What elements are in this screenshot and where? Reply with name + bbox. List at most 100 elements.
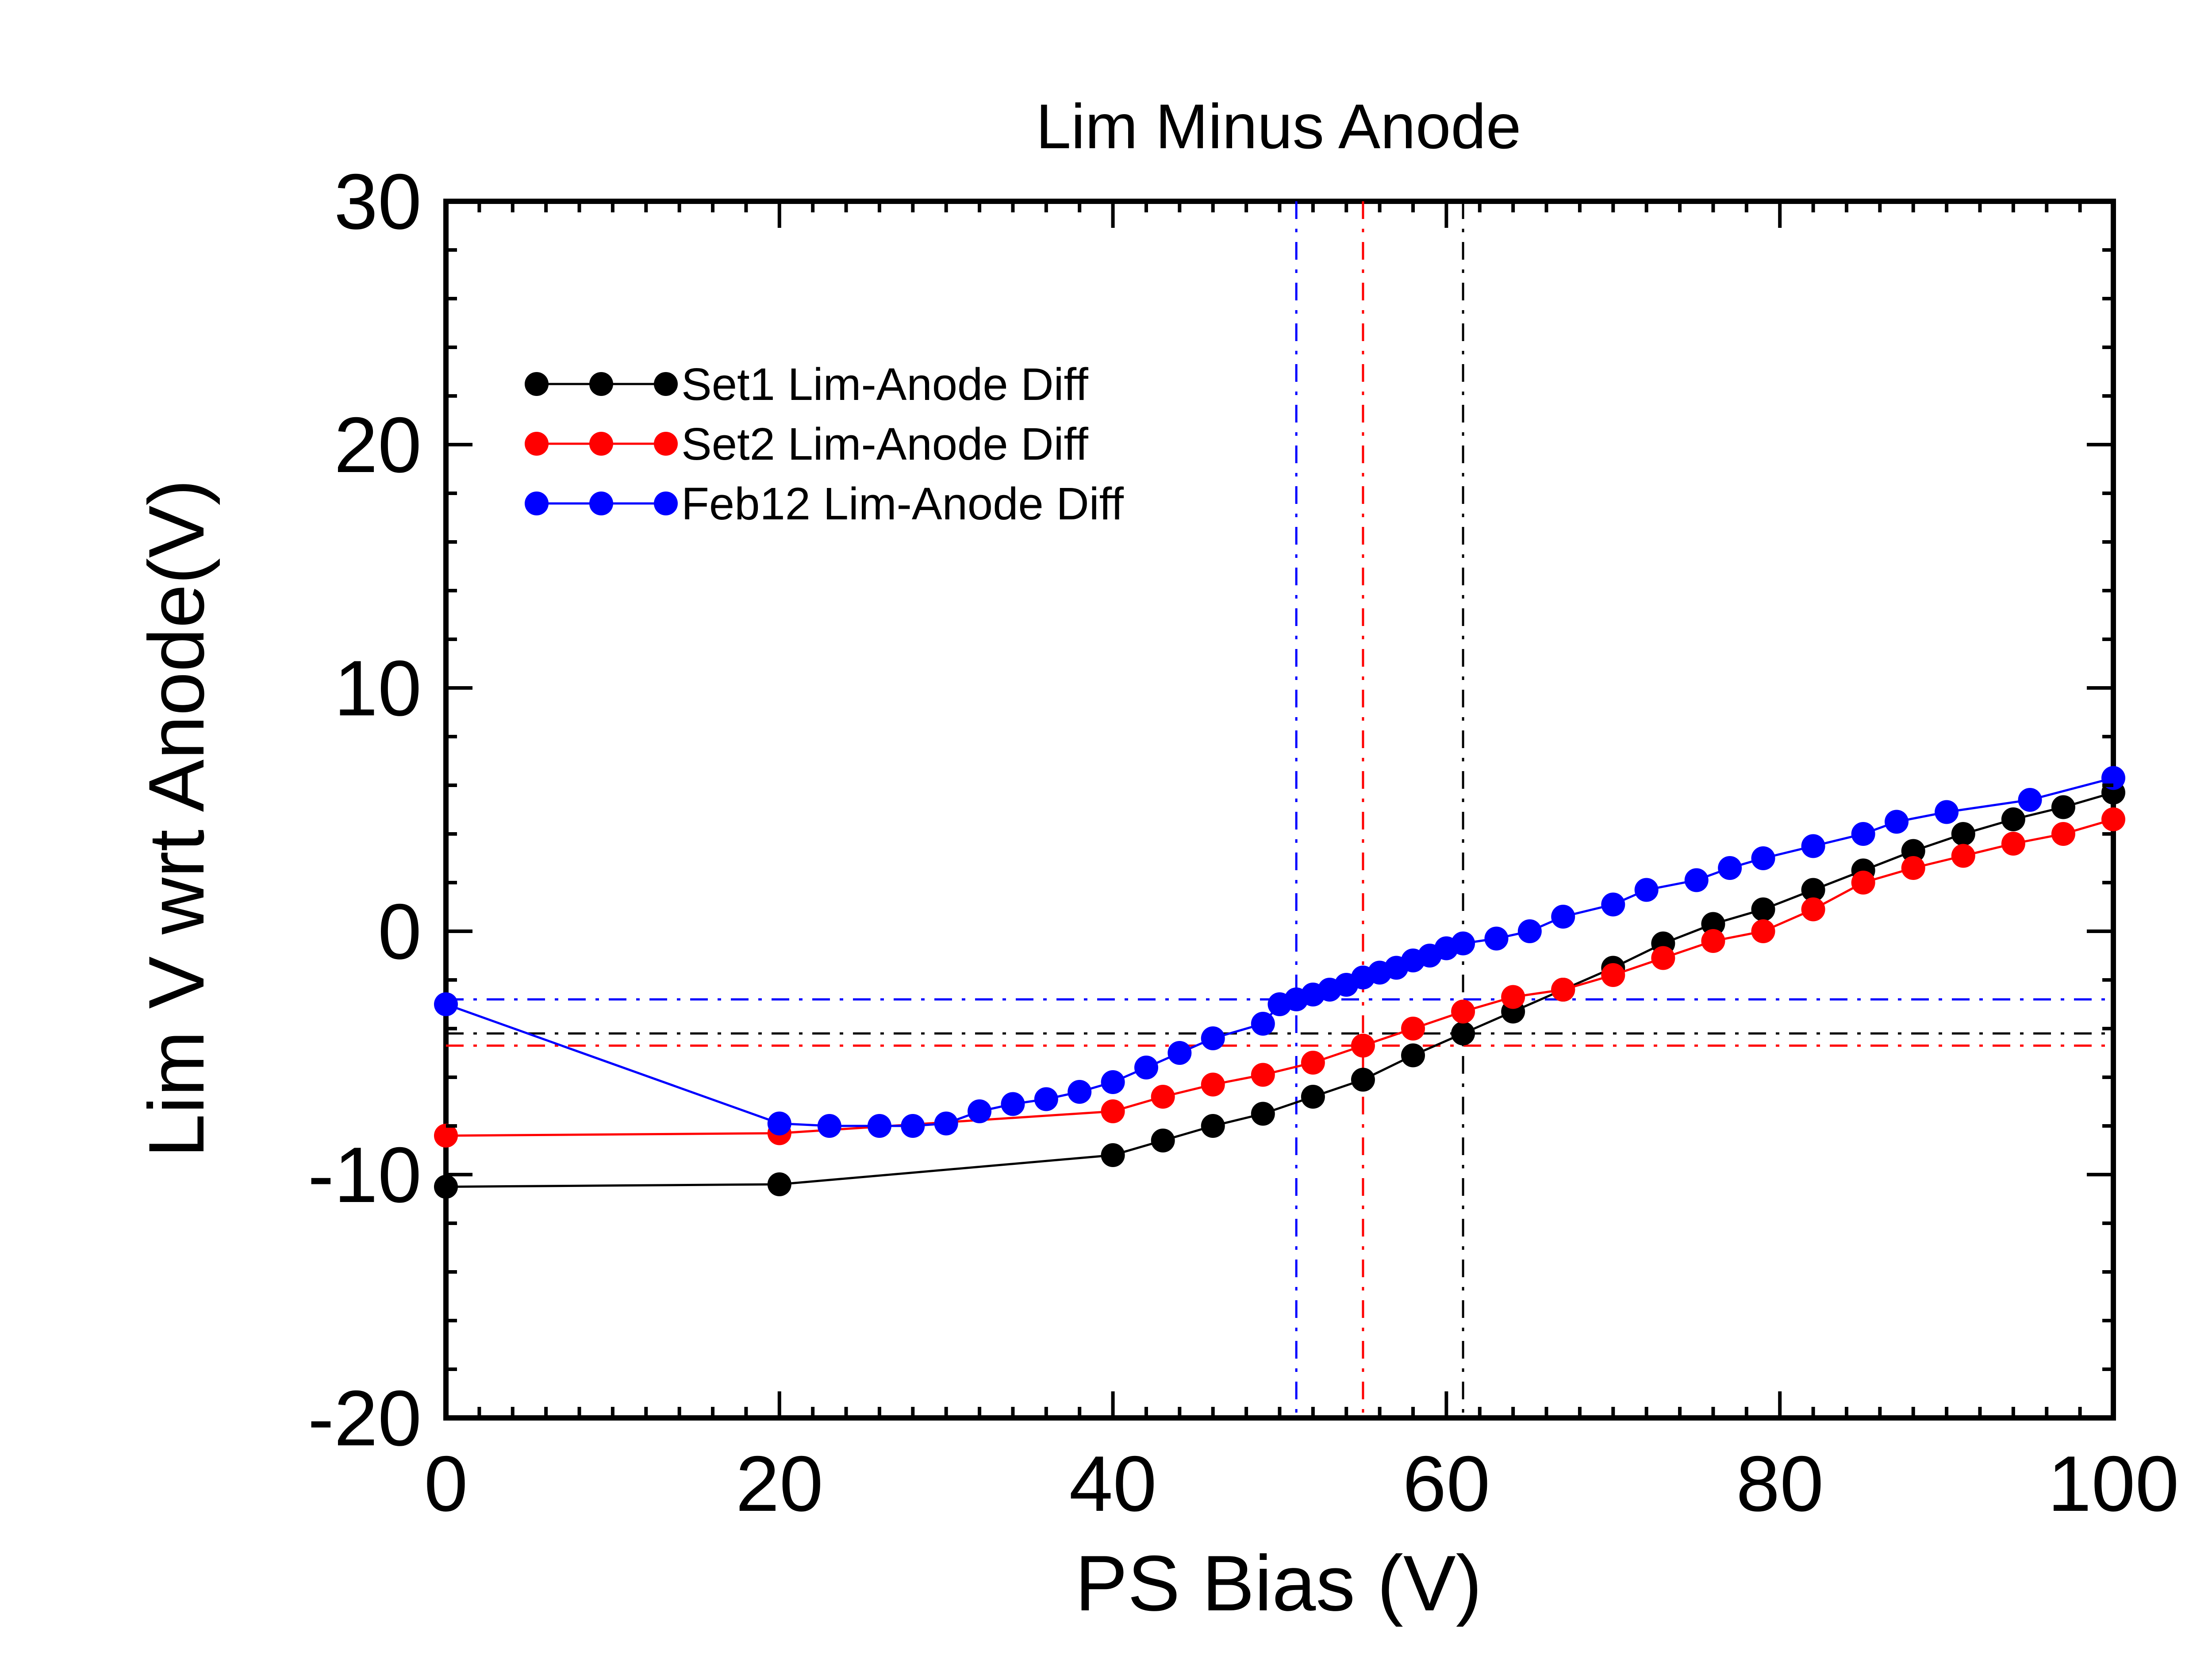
legend-label: Feb12 Lim-Anode Diff [681,478,1124,529]
legend-marker [589,372,613,396]
data-point [1701,929,1725,953]
data-point [767,1111,791,1136]
y-tick-label: -10 [308,1131,422,1219]
data-point [1551,905,1575,929]
legend-marker [525,492,549,515]
x-axis-title: PS Bias (V) [1075,1539,1482,1627]
data-point [1451,931,1475,956]
data-point [1484,926,1509,951]
data-point [2018,788,2042,812]
data-point [1351,1068,1375,1092]
x-tick-label: 0 [424,1440,468,1528]
crosshair-layer [446,201,2113,1418]
data-point [767,1172,791,1196]
series-layer [434,766,2125,1199]
data-point [1751,897,1775,922]
data-point [1634,878,1659,902]
legend: Set1 Lim-Anode Diff Set2 Lim-Anode Diff Fe… [525,359,1124,529]
data-point [1001,1092,1025,1116]
data-point [1951,844,1975,868]
data-point [1601,963,1625,987]
data-point [1167,1041,1192,1065]
x-tick-label: 40 [1069,1440,1157,1528]
legend-marker [525,432,549,456]
legend-marker [654,492,678,515]
legend-marker [589,432,613,456]
legend-label: Set2 Lim-Anode Diff [681,419,1088,469]
data-point [1201,1026,1225,1050]
data-point [1651,946,1675,970]
data-point [2051,822,2075,846]
data-point [867,1114,891,1138]
data-point [1101,1143,1125,1167]
tick-layer: 0 20 40 60 80 100 -20 -10 0 10 20 30 [308,157,2179,1528]
data-point [1801,897,1825,922]
data-point [434,1124,458,1148]
data-point [1201,1072,1225,1097]
data-point [1851,871,1875,895]
x-tick-label: 60 [1402,1440,1490,1528]
legend-marker [654,372,678,396]
data-point [968,1099,992,1123]
legend-marker [654,432,678,456]
data-point [1901,839,1925,863]
data-point [1801,878,1825,902]
data-point [1451,1022,1475,1045]
legend-label: Set1 Lim-Anode Diff [681,359,1088,410]
data-point [1251,1063,1275,1087]
x-tick-label: 20 [736,1440,823,1528]
data-point [1451,999,1475,1024]
data-point [1251,1012,1275,1036]
y-tick-label: 20 [334,401,422,489]
data-point [1401,1017,1425,1041]
data-point [1151,1085,1175,1109]
chart-title: Lim Minus Anode [1036,92,1521,162]
data-point [1101,1070,1125,1094]
data-point [1251,1102,1275,1126]
data-point [1801,834,1825,858]
data-point [2001,832,2025,856]
x-tick-label: 100 [2048,1440,2179,1528]
data-point [1551,978,1575,1002]
series-line [445,791,2114,1188]
data-point [1935,800,1959,824]
data-point [1351,1033,1375,1058]
data-point [1701,912,1725,936]
data-point [1718,856,1742,880]
data-point [1401,1043,1425,1068]
y-tick-label: 30 [334,157,422,246]
data-point [1134,1056,1158,1079]
y-tick-label: 0 [378,887,422,976]
data-point [1885,810,1909,834]
data-point [1601,892,1625,917]
data-point [1901,856,1925,880]
data-point [1301,1051,1325,1075]
x-tick-label: 80 [1736,1440,1824,1528]
y-tick-label: 10 [334,644,422,732]
data-point [1517,919,1542,943]
legend-marker [589,492,613,515]
y-tick-label: -20 [308,1374,422,1462]
data-point [434,992,458,1016]
data-point [1301,1085,1325,1109]
data-point [1751,846,1775,870]
data-point [901,1114,925,1138]
data-point [1151,1129,1175,1152]
data-point [2101,807,2125,831]
data-point [2051,795,2075,819]
y-axis-title: Lim V wrt Anode(V) [132,479,220,1157]
data-point [2001,807,2025,831]
data-point [434,1175,458,1199]
data-point [934,1111,958,1136]
data-point [817,1114,841,1138]
legend-marker [525,372,549,396]
data-point [1851,822,1875,846]
data-point [1034,1087,1058,1111]
data-point [1101,1099,1125,1123]
data-point [1068,1080,1092,1104]
data-point [1501,985,1525,1009]
data-point [1684,868,1709,892]
data-point [1951,822,1975,846]
data-point [1201,1114,1225,1138]
